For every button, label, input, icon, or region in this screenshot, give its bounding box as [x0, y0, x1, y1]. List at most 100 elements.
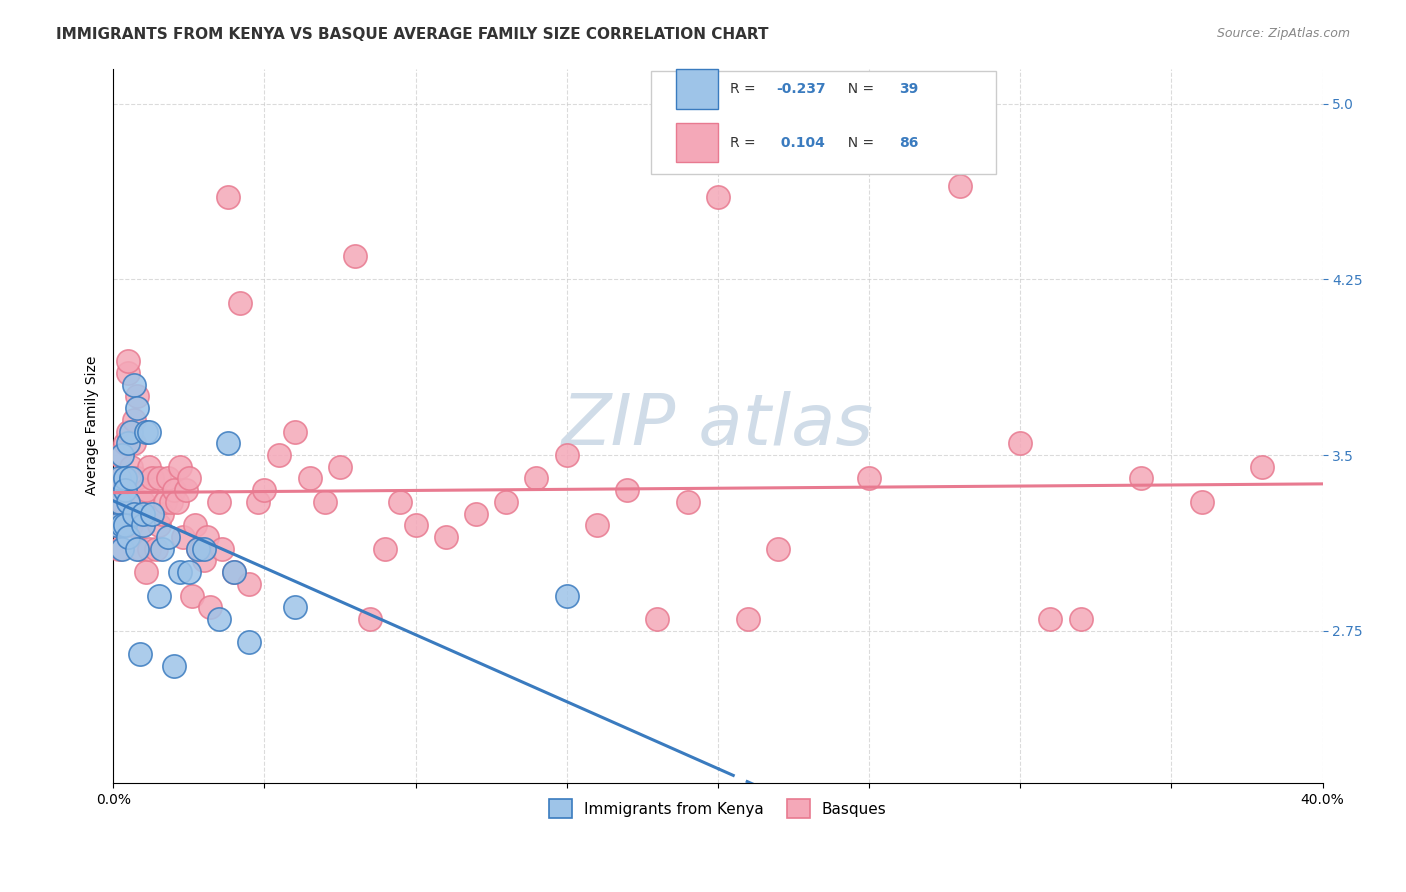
Point	[111, 541, 134, 556]
Text: ZIP atlas: ZIP atlas	[562, 392, 875, 460]
Point	[238, 635, 260, 649]
Point	[124, 436, 146, 450]
Point	[111, 448, 134, 462]
Point	[526, 471, 548, 485]
Point	[135, 483, 157, 498]
Point	[127, 390, 149, 404]
Point	[117, 495, 139, 509]
Point	[1070, 612, 1092, 626]
Point	[224, 565, 246, 579]
Point	[314, 495, 336, 509]
Point	[108, 541, 131, 556]
Point	[129, 541, 152, 556]
Point	[229, 295, 252, 310]
Point	[127, 541, 149, 556]
Point	[707, 190, 730, 204]
Point	[465, 507, 488, 521]
Point	[180, 589, 202, 603]
Point	[389, 495, 412, 509]
Point	[359, 612, 381, 626]
Point	[211, 541, 233, 556]
Text: N =: N =	[839, 82, 879, 96]
Legend: Immigrants from Kenya, Basques: Immigrants from Kenya, Basques	[541, 791, 894, 825]
Point	[156, 530, 179, 544]
Point	[193, 553, 215, 567]
Point	[163, 659, 186, 673]
Point	[1130, 471, 1153, 485]
FancyBboxPatch shape	[675, 123, 718, 162]
Point	[120, 471, 142, 485]
Point	[132, 495, 155, 509]
Point	[190, 541, 212, 556]
Point	[238, 577, 260, 591]
Point	[111, 518, 134, 533]
FancyBboxPatch shape	[651, 70, 995, 174]
Point	[138, 425, 160, 439]
Point	[647, 612, 669, 626]
Point	[298, 471, 321, 485]
Point	[737, 612, 759, 626]
Point	[405, 518, 427, 533]
Point	[138, 459, 160, 474]
Point	[117, 366, 139, 380]
Point	[224, 565, 246, 579]
Text: Source: ZipAtlas.com: Source: ZipAtlas.com	[1216, 27, 1350, 40]
Point	[676, 495, 699, 509]
Point	[187, 541, 209, 556]
Point	[114, 471, 136, 485]
Point	[247, 495, 270, 509]
Point	[124, 377, 146, 392]
Text: R =: R =	[730, 82, 761, 96]
Point	[198, 600, 221, 615]
Point	[145, 541, 167, 556]
Point	[129, 507, 152, 521]
Point	[153, 495, 176, 509]
Text: IMMIGRANTS FROM KENYA VS BASQUE AVERAGE FAMILY SIZE CORRELATION CHART: IMMIGRANTS FROM KENYA VS BASQUE AVERAGE …	[56, 27, 769, 42]
Point	[1010, 436, 1032, 450]
Text: 0.104: 0.104	[776, 136, 825, 150]
Point	[124, 507, 146, 521]
Point	[108, 495, 131, 509]
Point	[114, 483, 136, 498]
Point	[269, 448, 291, 462]
Point	[495, 495, 517, 509]
Point	[135, 425, 157, 439]
Point	[114, 518, 136, 533]
Point	[156, 471, 179, 485]
FancyBboxPatch shape	[675, 70, 718, 109]
Point	[127, 401, 149, 416]
Point	[120, 459, 142, 474]
Point	[193, 541, 215, 556]
Point	[148, 471, 170, 485]
Point	[858, 471, 880, 485]
Point	[172, 530, 194, 544]
Point	[208, 495, 231, 509]
Point	[108, 448, 131, 462]
Point	[117, 354, 139, 368]
Point	[141, 507, 163, 521]
Point	[586, 518, 609, 533]
Point	[105, 518, 128, 533]
Point	[114, 483, 136, 498]
Point	[217, 190, 239, 204]
Point	[148, 589, 170, 603]
Point	[114, 436, 136, 450]
Point	[108, 471, 131, 485]
Point	[217, 436, 239, 450]
Point	[105, 518, 128, 533]
Point	[117, 425, 139, 439]
Point	[253, 483, 276, 498]
Text: 39: 39	[900, 82, 918, 96]
Point	[177, 565, 200, 579]
Point	[138, 541, 160, 556]
Point	[163, 483, 186, 498]
Text: 86: 86	[900, 136, 918, 150]
Point	[114, 518, 136, 533]
Point	[141, 471, 163, 485]
Point	[150, 541, 173, 556]
Point	[132, 518, 155, 533]
Point	[555, 448, 578, 462]
Text: R =: R =	[730, 136, 761, 150]
Point	[124, 413, 146, 427]
Point	[169, 459, 191, 474]
